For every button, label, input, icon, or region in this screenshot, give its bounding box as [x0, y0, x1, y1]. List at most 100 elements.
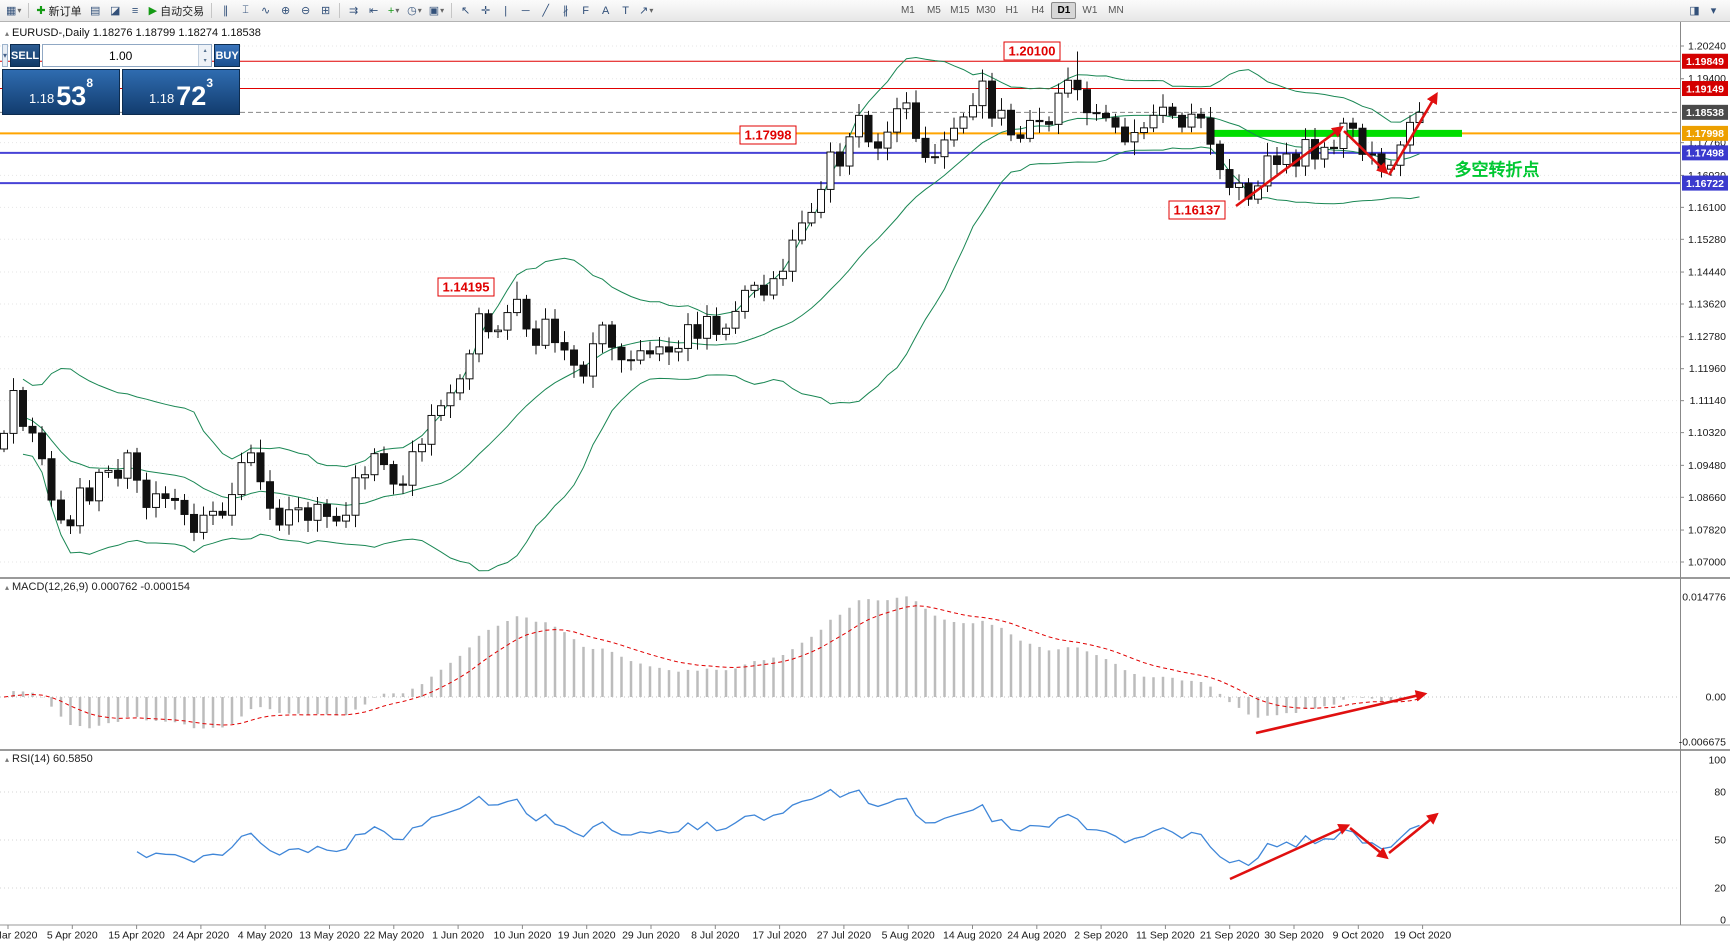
more-icon: ▾ [1710, 5, 1717, 17]
svg-text:21 Sep 2020: 21 Sep 2020 [1200, 930, 1260, 942]
bid-price-button[interactable]: 1.18 53 8 [2, 69, 120, 115]
buy-button[interactable]: BUY [214, 44, 240, 67]
periods-button[interactable]: ◷ ▾ [404, 2, 425, 20]
chevron-down-icon: ▾ [395, 6, 400, 15]
indicators-button[interactable]: + ▾ [384, 2, 403, 20]
navigator-icon: ≡ [131, 4, 139, 17]
trade-panel-collapse-button[interactable]: ▾ [2, 44, 9, 67]
timeframe-M30[interactable]: M30 [976, 5, 996, 16]
vertical-line-tool-button[interactable]: | [496, 2, 515, 20]
svg-text:27 Jul 2020: 27 Jul 2020 [817, 930, 871, 942]
zoom-out-button[interactable]: ⊖ [296, 2, 315, 20]
autotrade-button[interactable]: ▶ 自动交易 [146, 2, 207, 20]
svg-text:1.10320: 1.10320 [1688, 427, 1726, 439]
svg-text:80: 80 [1714, 787, 1726, 799]
macd-indicator [3, 596, 1421, 729]
date-axis[interactable]: 26 Mar 2020 5 Apr 2020 15 Apr 2020 24 Apr 2… [0, 925, 1451, 942]
horizontal-line-tool-button[interactable]: ─ [516, 2, 535, 20]
navigator-button[interactable]: ≡ [126, 2, 145, 20]
ask-price-button[interactable]: 1.18 72 3 [122, 69, 240, 115]
bar-chart-button[interactable]: ∥ [216, 2, 235, 20]
price-annotation-label[interactable]: 1.16137 [1168, 200, 1226, 220]
tile-windows-button[interactable]: ⊞ [316, 2, 335, 20]
timeframe-H4[interactable]: H4 [1031, 5, 1045, 16]
trend-arrows[interactable] [1229, 91, 1439, 881]
collapse-icon: ▴ [5, 583, 10, 592]
timeframe-H1[interactable]: H1 [1005, 5, 1019, 16]
candle-chart-icon: ⌶ [242, 4, 249, 16]
periods-icon: ◷ [407, 5, 417, 17]
timeframe-M5[interactable]: M5 [926, 5, 941, 16]
label-tool-button[interactable]: T [616, 2, 635, 20]
price-axis[interactable]: 1.202401.194001.177601.169201.161001.152… [1679, 41, 1728, 927]
text-tool-button[interactable]: A [596, 2, 615, 20]
windows-button[interactable]: ◨ [1685, 2, 1704, 20]
svg-text:1.12780: 1.12780 [1688, 331, 1726, 343]
horizontal-line-icon: ─ [521, 4, 530, 17]
toolbar-separator [339, 3, 341, 18]
svg-text:8 Jul 2020: 8 Jul 2020 [691, 930, 740, 942]
svg-text:1.18538: 1.18538 [1686, 107, 1724, 119]
svg-text:1.15280: 1.15280 [1688, 234, 1726, 246]
sell-label: SELL [11, 49, 40, 62]
timeframe-M15[interactable]: M15 [950, 5, 970, 16]
new-chart-button[interactable]: ▦ ▾ [3, 2, 24, 20]
volume-input[interactable] [43, 45, 199, 66]
price-annotation-label[interactable]: 1.20100 [1003, 41, 1061, 61]
svg-text:0: 0 [1720, 915, 1726, 927]
svg-text:1.11140: 1.11140 [1690, 395, 1727, 407]
crosshair-tool-button[interactable]: ✛ [476, 2, 495, 20]
trendline-tool-button[interactable]: ╱ [536, 2, 555, 20]
volume-spinner[interactable]: ▴ ▾ [198, 45, 212, 66]
trend-line-icon: ╱ [542, 5, 549, 17]
vertical-line-icon: | [504, 4, 508, 17]
line-chart-icon: ∿ [261, 5, 271, 17]
bid-big-digits: 53 [56, 81, 87, 111]
auto-scroll-icon: ⇉ [349, 5, 359, 17]
fibonacci-tool-button[interactable]: F [576, 2, 595, 20]
windows-icon: ◨ [1689, 5, 1700, 17]
timeframe-MN[interactable]: MN [1108, 5, 1124, 16]
market-watch-icon: ▤ [89, 5, 101, 17]
timeframe-M1[interactable]: M1 [900, 5, 915, 16]
svg-text:1.17498: 1.17498 [1686, 148, 1724, 160]
toolbar-separator [211, 3, 213, 18]
data-window-button[interactable]: ◪ [106, 2, 125, 20]
chart-shift-button[interactable]: ⇤ [364, 2, 383, 20]
svg-text:19 Oct 2020: 19 Oct 2020 [1394, 930, 1451, 942]
cursor-tool-button[interactable]: ↖ [456, 2, 475, 20]
sell-button[interactable]: SELL [10, 44, 41, 67]
zoom-out-icon: ⊖ [301, 5, 311, 17]
window-separators[interactable] [0, 22, 1730, 926]
svg-text:1.07000: 1.07000 [1688, 557, 1726, 569]
line-chart-button[interactable]: ∿ [256, 2, 275, 20]
auto-scroll-button[interactable]: ⇉ [344, 2, 363, 20]
buy-label: BUY [215, 49, 239, 62]
candle-chart-button[interactable]: ⌶ [236, 2, 255, 20]
more-button[interactable]: ▾ [1704, 2, 1723, 20]
svg-text:1.19849: 1.19849 [1686, 56, 1724, 68]
svg-text:50: 50 [1714, 835, 1726, 847]
templates-icon: ▣ [428, 5, 440, 17]
fibonacci-icon: F [582, 4, 590, 17]
templates-button[interactable]: ▣ ▾ [426, 2, 447, 20]
crosshair-icon: ✛ [481, 5, 491, 17]
arrows-tool-button[interactable]: ↗ ▾ [636, 2, 656, 20]
timeframe-W1[interactable]: W1 [1082, 5, 1098, 16]
svg-text:5 Aug 2020: 5 Aug 2020 [882, 930, 935, 942]
channel-tool-button[interactable]: ∦ [556, 2, 575, 20]
text-tool-icon: A [601, 4, 610, 17]
market-watch-button[interactable]: ▤ [86, 2, 105, 20]
svg-text:1.08660: 1.08660 [1688, 492, 1726, 504]
price-annotation-label[interactable]: 1.17998 [739, 125, 797, 145]
price-annotation-label[interactable]: 1.14195 [437, 277, 495, 297]
chinese-note-text[interactable]: 多空转折点 [1454, 160, 1540, 180]
toolbar-separator [28, 3, 30, 18]
svg-text:0.00: 0.00 [1706, 692, 1727, 704]
timeframe-D1[interactable]: D1 [1051, 2, 1077, 19]
svg-text:1.16722: 1.16722 [1686, 178, 1724, 190]
svg-text:2 Sep 2020: 2 Sep 2020 [1074, 930, 1128, 942]
new-order-button[interactable]: ✚ 新订单 [33, 2, 84, 20]
zoom-in-button[interactable]: ⊕ [276, 2, 295, 20]
